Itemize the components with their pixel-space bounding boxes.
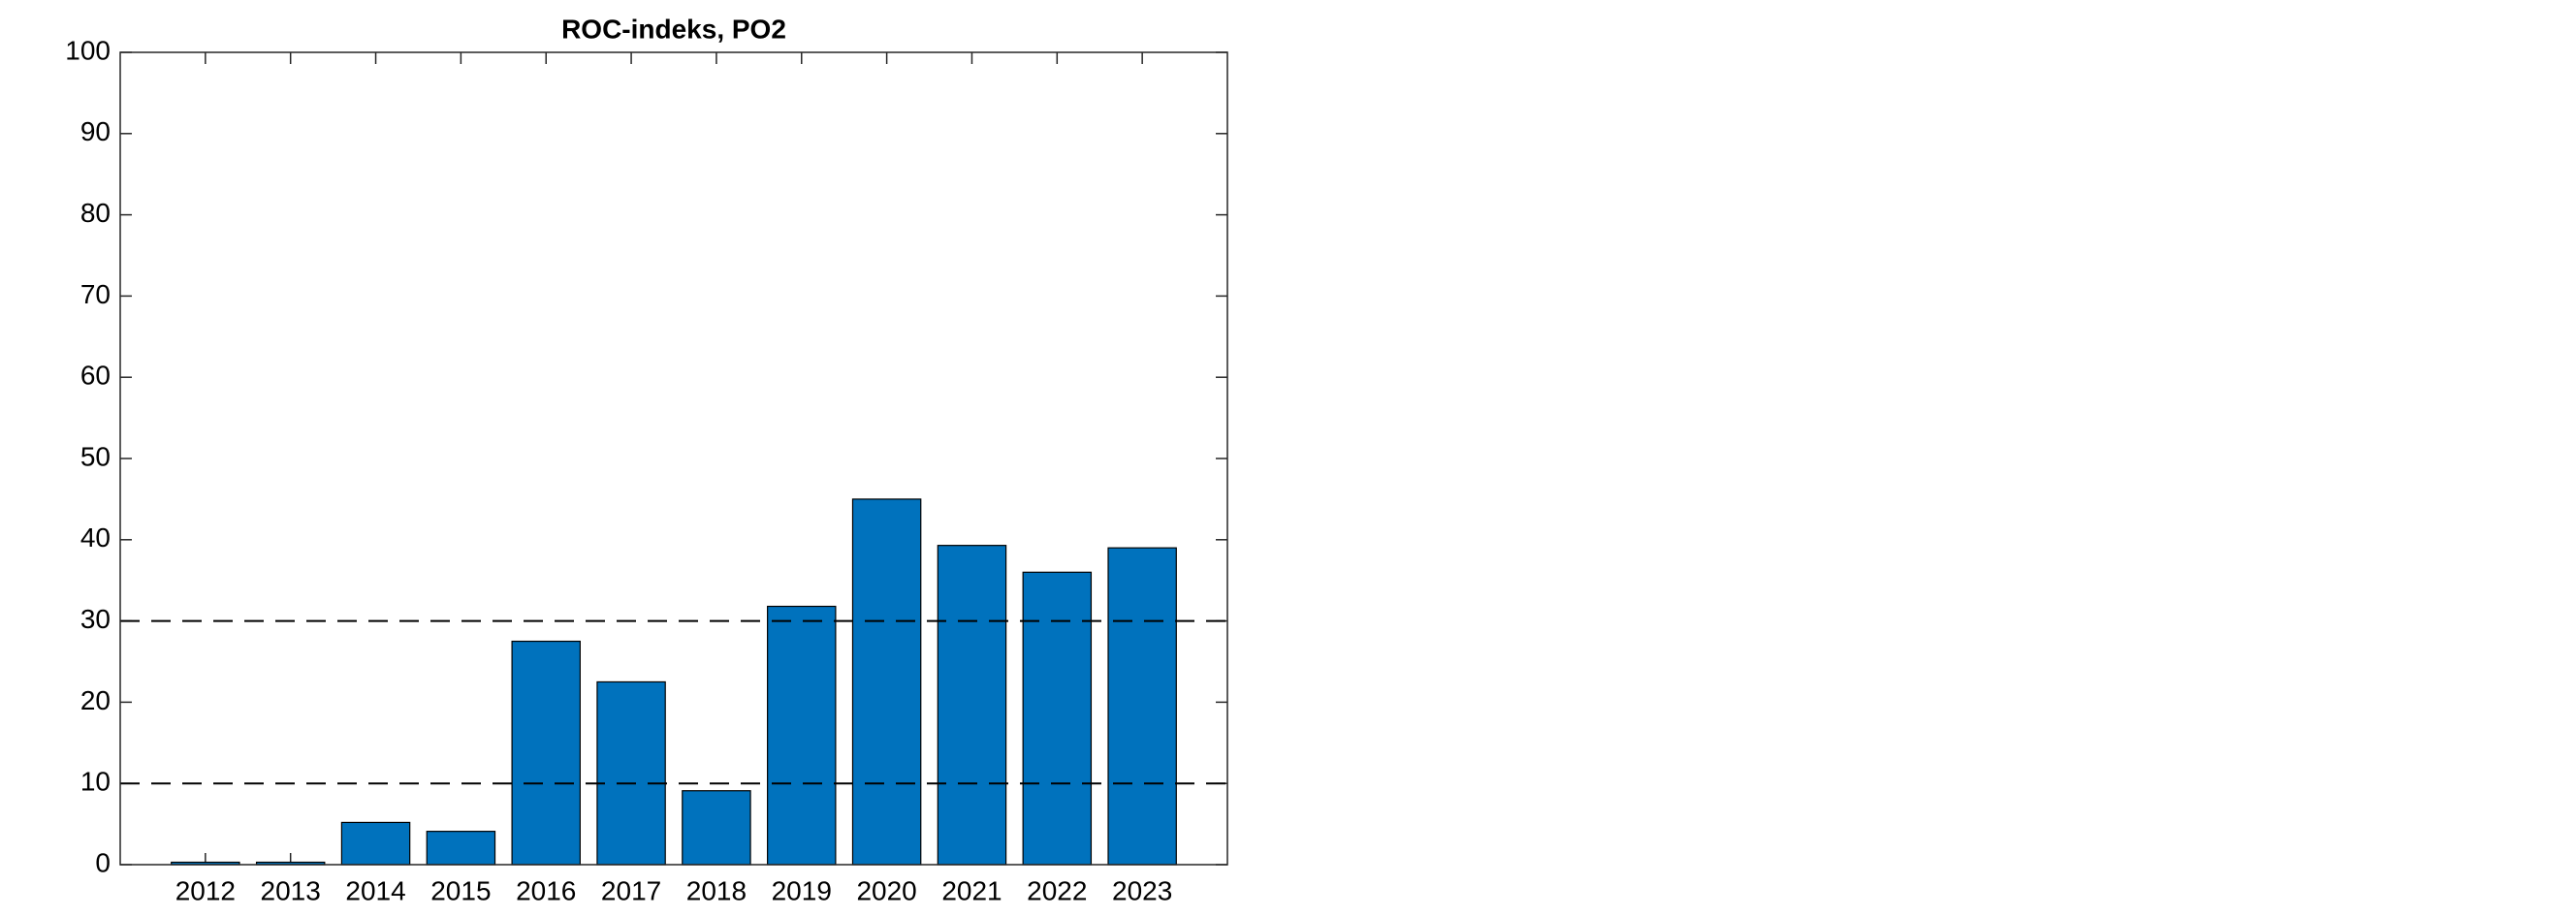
x-tick-label: 2020 <box>856 875 916 905</box>
plot-frame <box>119 51 1228 866</box>
bar <box>1022 571 1093 866</box>
bar <box>767 605 837 866</box>
y-tick-label: 100 <box>65 35 111 65</box>
bar <box>340 821 411 866</box>
bar <box>851 498 922 866</box>
x-tick-label: 2018 <box>686 875 747 905</box>
x-tick-label: 2019 <box>772 875 832 905</box>
x-tick-label: 2021 <box>941 875 1002 905</box>
y-tick-label: 70 <box>80 279 111 309</box>
y-tick-label: 90 <box>80 116 111 146</box>
y-tick-label: 10 <box>80 767 111 797</box>
x-tick-label: 2023 <box>1112 875 1172 905</box>
bar <box>682 790 751 866</box>
bar <box>426 831 496 866</box>
chart-title: ROC-indeks, PO2 <box>561 14 786 44</box>
x-tick-label: 2012 <box>175 875 236 905</box>
bar <box>937 545 1007 866</box>
x-tick-label: 2013 <box>261 875 321 905</box>
x-tick-label: 2022 <box>1027 875 1087 905</box>
y-tick-label: 30 <box>80 604 111 634</box>
y-tick-label: 80 <box>80 198 111 228</box>
bar <box>596 680 666 866</box>
x-tick-label: 2014 <box>345 875 405 905</box>
bar <box>1107 547 1177 866</box>
x-tick-label: 2015 <box>430 875 491 905</box>
bar <box>511 640 581 866</box>
x-tick-label: 2016 <box>516 875 576 905</box>
y-tick-label: 60 <box>80 361 111 391</box>
y-tick-label: 40 <box>80 522 111 553</box>
y-tick-label: 20 <box>80 685 111 715</box>
x-tick-label: 2017 <box>601 875 661 905</box>
y-tick-label: 50 <box>80 441 111 471</box>
y-tick-label: 0 <box>95 847 111 877</box>
